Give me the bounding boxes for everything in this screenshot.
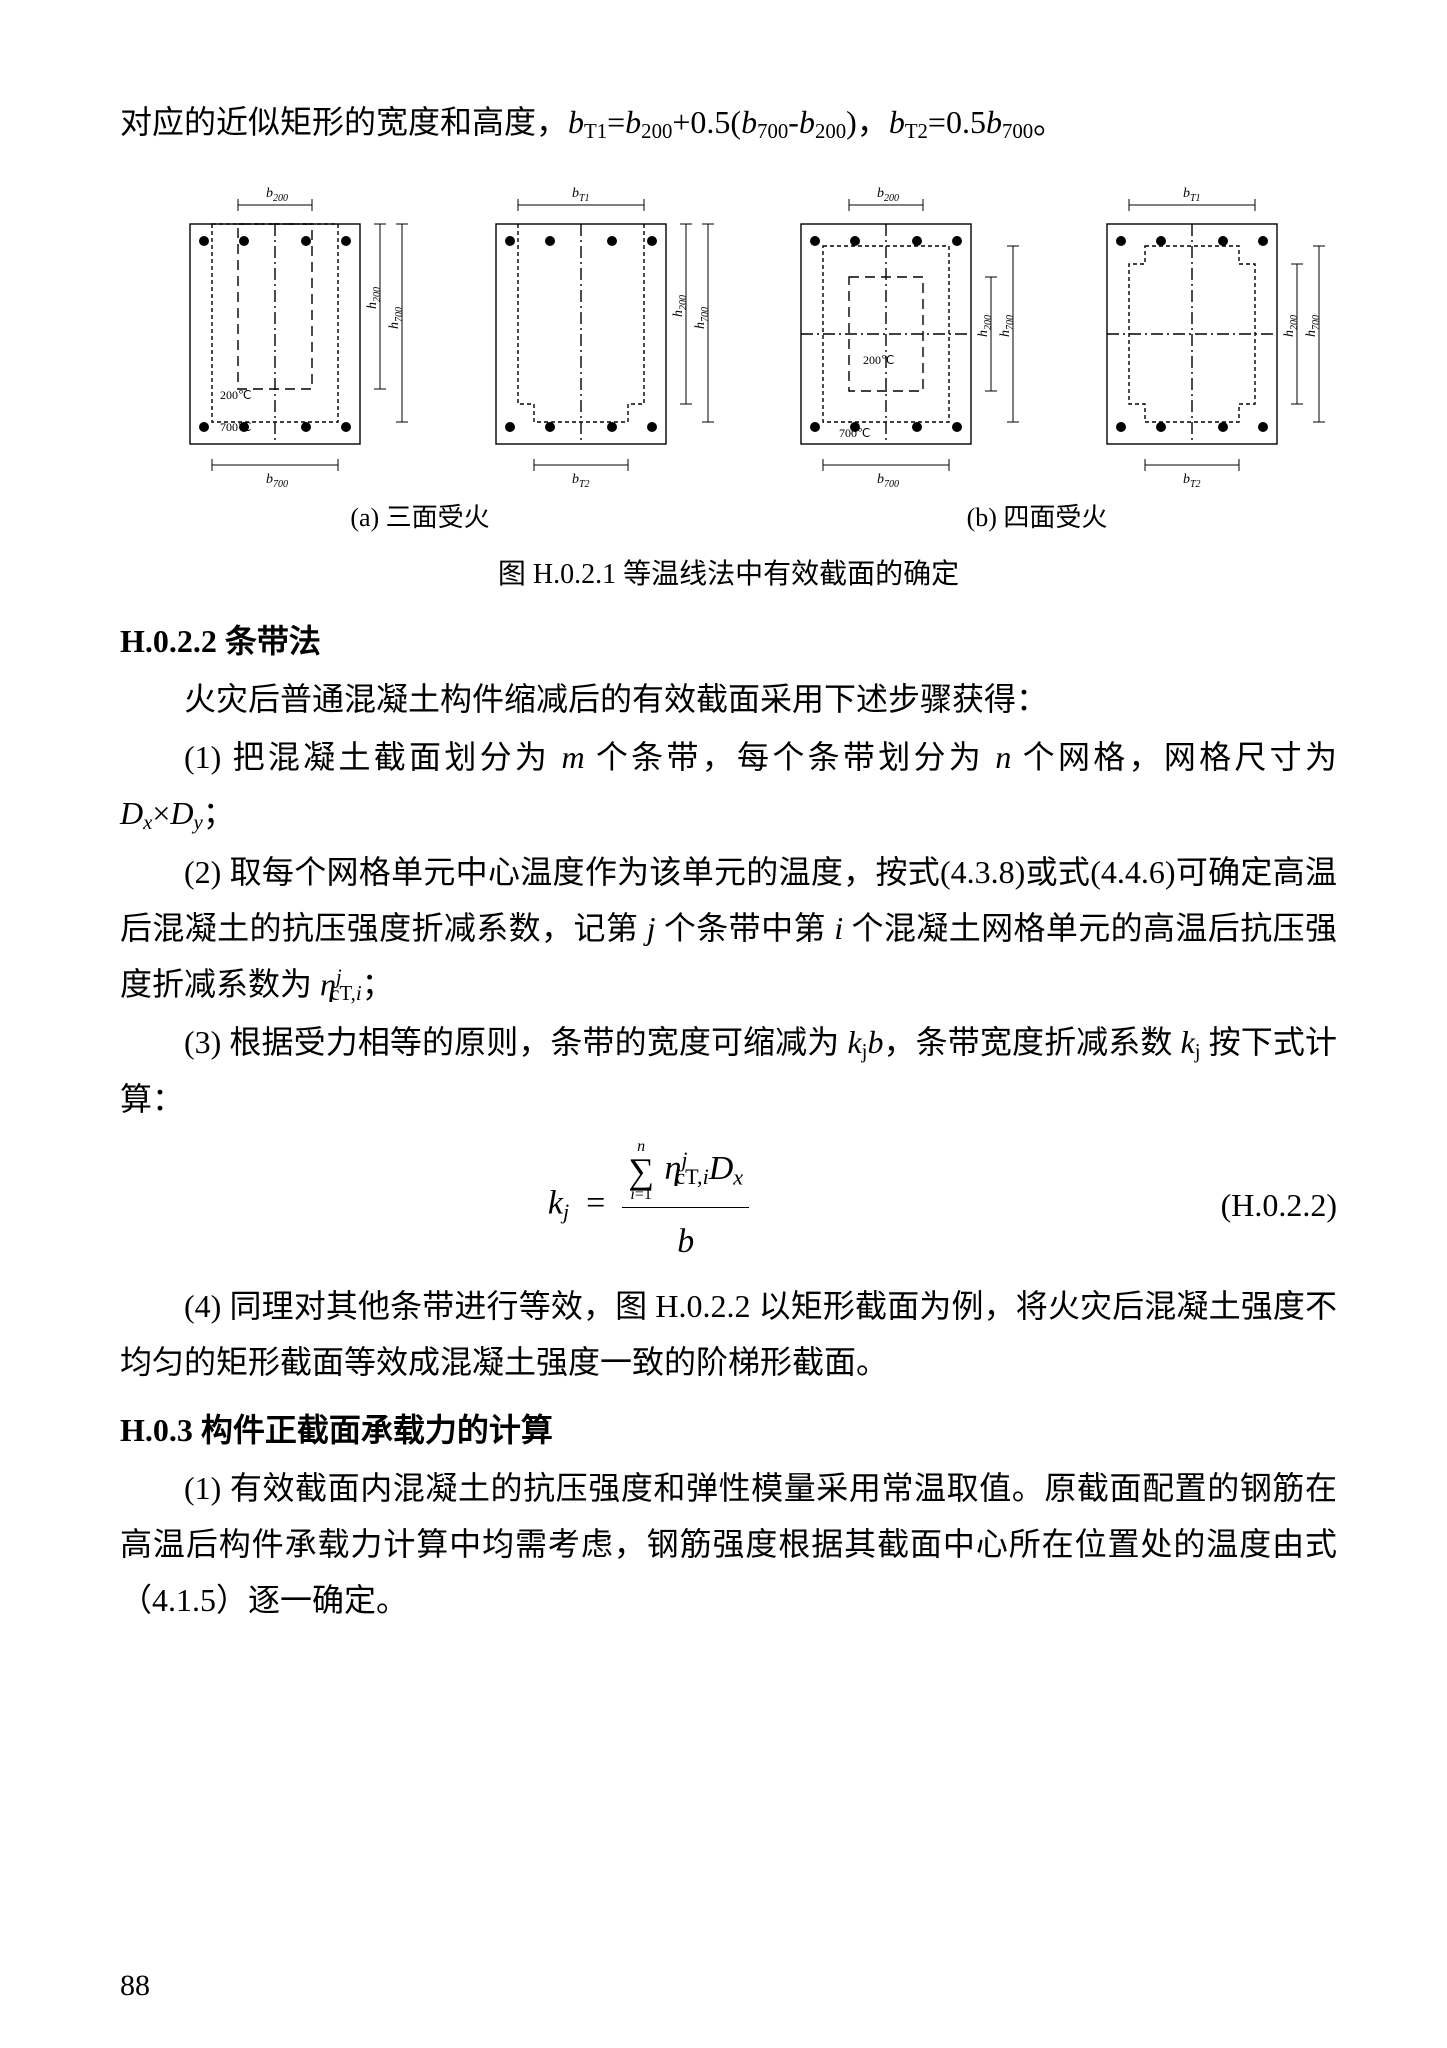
page-number: 88 <box>120 1960 150 2013</box>
paragraph-item-4: (4) 同理对其他条带进行等效，图 H.0.2.2 以矩形截面为例，将火灾后混凝… <box>120 1278 1337 1390</box>
equation-number: (H.0.2.2) <box>1177 1177 1337 1233</box>
text: +0.5( <box>672 104 741 140</box>
sub: 700 <box>1002 120 1033 143</box>
equation-body: kj = n ∑ i=1 ηjcT,iDx b <box>120 1139 1177 1272</box>
svg-text:bT1: bT1 <box>1183 186 1201 204</box>
text: 。 <box>1033 104 1065 140</box>
heading-H022: H.0.2.2 条带法 <box>120 613 1337 669</box>
figure-panel-a1: b200 b700 h200 h700 200℃ 700℃ <box>120 169 420 489</box>
sub: 200 <box>641 120 672 143</box>
svg-text:b200: b200 <box>266 186 288 204</box>
paragraph: 火灾后普通混凝土构件缩减后的有效截面采用下述步骤获得： <box>120 671 1337 727</box>
subcaption-a: (a) 三面受火 <box>120 495 720 541</box>
sub: T2 <box>905 120 928 143</box>
svg-text:b700: b700 <box>877 472 899 489</box>
paragraph-item-3: (3) 根据受力相等的原则，条带的宽度可缩减为 kjb，条带宽度折减系数 kj … <box>120 1014 1337 1127</box>
paragraph: (1) 有效截面内混凝土的抗压强度和弹性模量采用常温取值。原截面配置的钢筋在高温… <box>120 1460 1337 1628</box>
var-b: b <box>799 104 815 140</box>
svg-text:200℃: 200℃ <box>220 388 251 402</box>
sub: T1 <box>584 120 607 143</box>
sub: 200 <box>815 120 846 143</box>
var-b: b <box>741 104 757 140</box>
var-b: b <box>889 104 905 140</box>
text: 对应的近似矩形的宽度和高度， <box>120 104 568 140</box>
figure-panel-b2: bT1 bT2 h200 h700 <box>1037 169 1337 489</box>
var-b: b <box>986 104 1002 140</box>
sub: 700 <box>757 120 788 143</box>
svg-text:bT2: bT2 <box>572 472 590 489</box>
svg-text:700℃: 700℃ <box>839 426 870 440</box>
svg-text:bT2: bT2 <box>1183 472 1201 489</box>
subcaption-b: (b) 四面受火 <box>737 495 1337 541</box>
eq: = <box>607 104 625 140</box>
var-b: b <box>568 104 584 140</box>
equation-H022: kj = n ∑ i=1 ηjcT,iDx b (H.0.2.2) <box>120 1139 1337 1272</box>
svg-text:b200: b200 <box>877 186 899 204</box>
top-paragraph: 对应的近似矩形的宽度和高度，bT1=b200+0.5(b700-b200)，bT… <box>120 94 1337 151</box>
document-page: 对应的近似矩形的宽度和高度，bT1=b200+0.5(b700-b200)，bT… <box>0 0 1447 1628</box>
text: )， <box>846 104 889 140</box>
heading-H03: H.0.3 构件正截面承载力的计算 <box>120 1402 1337 1458</box>
text: - <box>788 104 799 140</box>
figure-subcaption-row: (a) 三面受火 (b) 四面受火 <box>120 489 1337 541</box>
paragraph-item-1: (1) 把混凝土截面划分为 m 个条带，每个条带划分为 n 个网格，网格尺寸为 … <box>120 729 1337 842</box>
figure-row: b200 b700 h200 h700 200℃ 700℃ <box>120 169 1337 489</box>
text: =0.5 <box>928 104 986 140</box>
svg-text:bT1: bT1 <box>572 186 590 204</box>
figure-panel-a2: bT1 bT2 h200 h700 <box>426 169 726 489</box>
figure-caption: 图 H.0.2.1 等温线法中有效截面的确定 <box>120 550 1337 599</box>
svg-text:200℃: 200℃ <box>863 353 894 367</box>
svg-text:b700: b700 <box>266 472 288 489</box>
svg-text:700℃: 700℃ <box>220 420 251 434</box>
paragraph-item-2: (2) 取每个网格单元中心温度作为该单元的温度，按式(4.3.8)或式(4.4.… <box>120 844 1337 1013</box>
var-b: b <box>625 104 641 140</box>
figure-H021: b200 b700 h200 h700 200℃ 700℃ <box>120 169 1337 600</box>
figure-panel-b1: b200 b700 h200 h700 200℃ 700℃ <box>731 169 1031 489</box>
